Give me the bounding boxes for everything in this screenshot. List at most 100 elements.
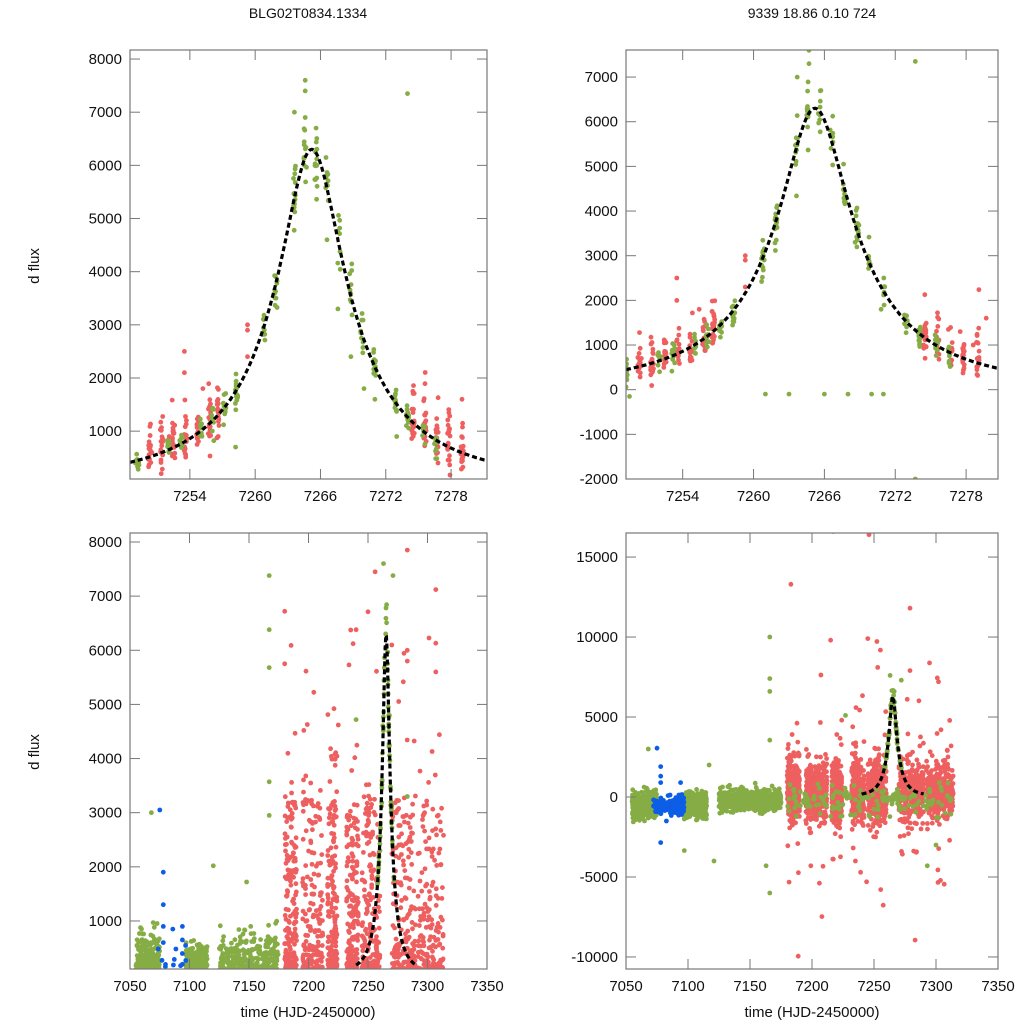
point-red: [402, 819, 407, 825]
point-red: [696, 306, 702, 312]
point-red: [331, 837, 336, 843]
point-green: [135, 466, 141, 472]
point-blue: [170, 926, 176, 932]
y-tick-label: 4000: [585, 203, 618, 220]
point-green: [724, 804, 730, 810]
point-green: [151, 946, 157, 952]
point-red: [333, 923, 338, 929]
point-red: [430, 846, 436, 852]
point-red: [396, 806, 402, 811]
point-red: [405, 839, 411, 845]
point-green: [269, 957, 275, 963]
point-red: [311, 891, 317, 897]
point-red: [330, 897, 336, 903]
point-green: [325, 178, 331, 184]
point-red: [935, 314, 940, 320]
point-green: [717, 810, 723, 816]
point-green: [228, 946, 234, 951]
point-red: [183, 414, 188, 419]
point-red: [148, 442, 154, 448]
point-red: [291, 950, 297, 956]
point-green: [221, 422, 227, 428]
point-green: [197, 416, 203, 422]
point-red: [637, 330, 642, 335]
point-red: [208, 401, 213, 407]
point-red: [206, 381, 212, 387]
point-blue: [664, 818, 669, 824]
point-green: [420, 424, 426, 430]
point-green: [776, 786, 782, 792]
point-red: [330, 948, 336, 954]
point-red: [310, 914, 316, 920]
point-green: [700, 804, 706, 809]
y-tick-label: 1000: [89, 913, 122, 930]
point-red: [445, 457, 451, 463]
point-red: [207, 453, 213, 459]
point-green: [243, 940, 249, 945]
point-green: [806, 50, 812, 53]
point-red: [419, 870, 425, 875]
point-red: [293, 889, 299, 895]
point-green: [626, 377, 630, 383]
point-red: [288, 913, 293, 919]
point-red: [440, 932, 446, 937]
point-green: [348, 354, 354, 360]
point-red: [346, 928, 351, 934]
point-red: [351, 820, 357, 826]
x-tick-label: 7050: [113, 978, 146, 995]
point-red: [331, 914, 337, 919]
point-red: [413, 793, 418, 799]
point-green: [136, 462, 142, 468]
point-red: [361, 850, 366, 855]
point-red: [283, 927, 288, 933]
point-green: [156, 952, 162, 958]
point-green: [720, 784, 725, 790]
point-red: [325, 895, 331, 901]
point-green: [689, 809, 695, 815]
point-red: [303, 939, 309, 944]
data-points: [133, 547, 446, 969]
point-red: [149, 450, 155, 455]
point-green: [686, 799, 692, 804]
point-red: [284, 841, 289, 847]
point-red: [702, 348, 708, 353]
point-red: [438, 862, 444, 867]
point-red: [319, 954, 325, 960]
point-green: [854, 205, 860, 211]
point-green: [752, 780, 758, 786]
point-red: [689, 338, 695, 344]
point-green: [292, 109, 297, 115]
point-green: [266, 573, 272, 578]
point-green: [917, 326, 923, 332]
point-red: [318, 950, 324, 956]
point-red: [687, 334, 693, 340]
point-red: [325, 882, 330, 887]
point-green: [136, 961, 142, 966]
point-red: [366, 793, 371, 799]
point-red: [418, 949, 424, 954]
point-red: [282, 661, 288, 667]
point-red: [283, 950, 289, 955]
point-red: [349, 914, 355, 919]
point-red: [350, 854, 356, 859]
point-green: [732, 298, 738, 304]
point-blue: [180, 924, 185, 929]
point-red: [648, 334, 654, 340]
point-green: [946, 358, 952, 364]
point-red: [674, 298, 680, 303]
point-green: [313, 163, 319, 168]
point-red: [328, 746, 333, 752]
point-red: [292, 919, 298, 925]
point-green: [686, 789, 692, 794]
point-green: [903, 330, 909, 336]
point-red: [305, 933, 311, 938]
point-green: [702, 796, 708, 801]
point-green: [156, 965, 162, 969]
point-green: [830, 130, 836, 136]
point-green: [640, 790, 645, 795]
point-red: [366, 839, 372, 845]
point-red: [433, 427, 439, 433]
y-tick-label: 6000: [89, 642, 122, 659]
point-green: [202, 954, 208, 960]
point-red: [348, 808, 353, 814]
